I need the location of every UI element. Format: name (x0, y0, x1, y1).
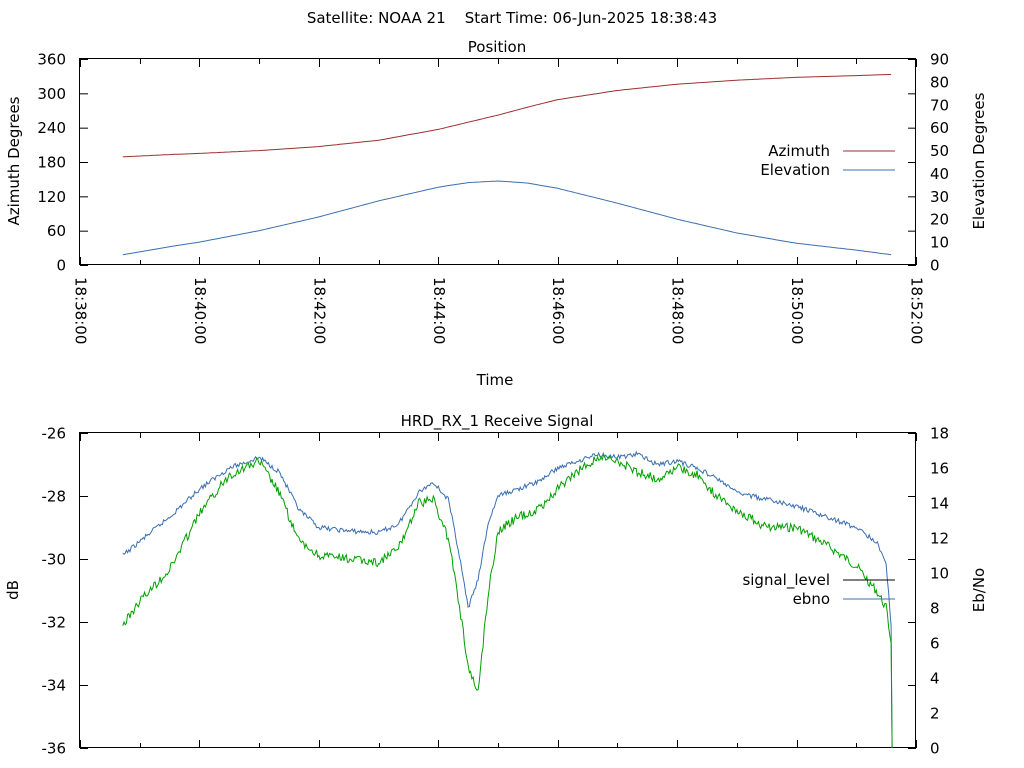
position-legend: Azimuth Elevation (760, 142, 895, 179)
y2-tick-label: 16 (930, 460, 949, 478)
y-tick-label: -30 (42, 551, 67, 569)
y2-tick-label: 20 (930, 211, 949, 229)
y2-tick-label: 60 (930, 119, 949, 137)
y2-tick-label: 80 (930, 73, 949, 91)
legend-label-elevation: Elevation (760, 161, 830, 179)
y2-tick-label: 10 (930, 234, 949, 252)
y-tick-label: -28 (42, 488, 67, 506)
y2-tick-label: 90 (930, 51, 949, 69)
x-tick-label: 18:48:00 (669, 277, 687, 344)
y2-tick-label: 0 (930, 257, 940, 275)
y-tick-label: 360 (37, 51, 66, 69)
x-tick-label: 18:50:00 (788, 277, 806, 344)
y2-tick-label: 6 (930, 635, 940, 653)
position-chart-title: Position (468, 38, 526, 56)
y-tick-label: -34 (42, 677, 67, 695)
y2-tick-label: 70 (930, 96, 949, 114)
position-x-axis-label: Time (476, 371, 514, 389)
y-tick-label: -26 (42, 425, 67, 443)
y-tick-label: 240 (37, 119, 66, 137)
y-tick-label: 180 (37, 154, 66, 172)
position-plot-frame (79, 58, 916, 265)
page-title: Satellite: NOAA 21 Start Time: 06-Jun-20… (307, 9, 717, 27)
series-line-series-2 (122, 454, 893, 749)
position-y-axis-label: Azimuth Degrees (5, 96, 23, 225)
x-tick-label: 18:38:00 (72, 277, 90, 344)
y2-tick-label: 40 (930, 165, 949, 183)
y2-tick-label: 50 (930, 142, 949, 160)
legend-label-azimuth: Azimuth (768, 142, 830, 160)
y-tick-label: -32 (42, 614, 67, 632)
receive-signal-y2-axis-label: Eb/No (970, 568, 988, 612)
position-y2-axis-label: Elevation Degrees (970, 92, 988, 229)
y2-tick-label: 4 (930, 670, 940, 688)
legend-label-signal-level: signal_level (742, 571, 830, 590)
position-chart: Position 0 60 120 180 240 300 360 0 10 20 30 40 50 60… (5, 38, 988, 389)
receive-signal-plot-frame (79, 432, 916, 748)
y2-tick-label: 2 (930, 705, 940, 723)
x-tick-label: 18:44:00 (430, 277, 448, 344)
receive-signal-y-axis-label: dB (4, 580, 22, 600)
y-tick-label: 0 (56, 257, 66, 275)
y2-tick-label: 14 (930, 495, 949, 513)
y2-tick-label: 12 (930, 530, 949, 548)
x-tick-label: 18:52:00 (908, 277, 926, 344)
x-tick-label: 18:40:00 (191, 277, 209, 344)
y2-tick-label: 0 (930, 740, 940, 758)
y2-tick-label: 18 (930, 425, 949, 443)
y2-tick-label: 8 (930, 600, 940, 618)
y-tick-label: -36 (42, 740, 67, 758)
receive-signal-chart: HRD_RX_1 Receive Signal -36 -34 -32 -30 -28 -… (4, 412, 988, 758)
series-line-azimuth (122, 73, 892, 158)
receive-signal-legend: signal_level ebno (742, 571, 895, 608)
y2-tick-label: 10 (930, 565, 949, 583)
y-tick-label: 300 (37, 85, 66, 103)
legend-label-ebno: ebno (793, 590, 830, 608)
y2-tick-label: 30 (930, 188, 949, 206)
receive-signal-chart-title: HRD_RX_1 Receive Signal (401, 412, 594, 431)
x-tick-label: 18:46:00 (549, 277, 567, 344)
series-line-ebno (122, 450, 893, 749)
y-tick-label: 60 (47, 222, 66, 240)
series-line-elevation (122, 180, 892, 256)
x-tick-label: 18:42:00 (310, 277, 328, 344)
y-tick-label: 120 (37, 188, 66, 206)
